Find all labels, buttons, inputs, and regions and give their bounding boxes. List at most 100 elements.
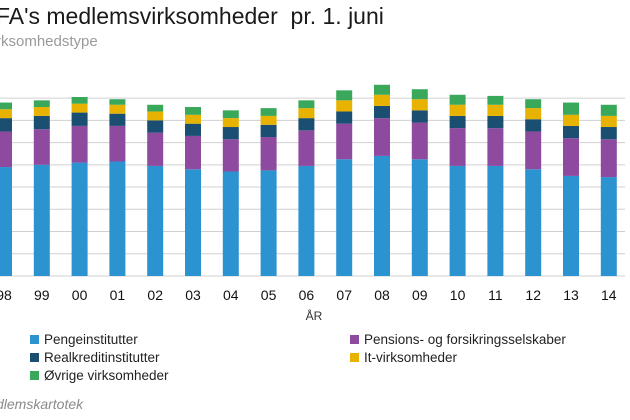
bar-segment-11-4	[487, 95, 504, 105]
bar-segment-11-1	[487, 128, 504, 166]
bar-segment-10-3	[449, 104, 466, 116]
bar-segment-13-4	[563, 102, 579, 115]
bar-segment-03-0	[185, 169, 201, 276]
bar-segment-08-1	[374, 118, 390, 156]
bar-segment-08-4	[374, 84, 390, 95]
source-note: dlemskartotek	[0, 396, 84, 412]
chart-title: FA's medlemsvirksomheder pr. 1. juni	[0, 3, 384, 29]
bar-segment-10-4	[449, 94, 466, 105]
x-tick-label: 06	[299, 287, 315, 303]
bar-segment-06-1	[298, 130, 315, 166]
x-tick-label: 14	[601, 287, 617, 303]
bar-segment-01-3	[109, 104, 126, 114]
stacked-bar-chart: 98 99 00 01 02 03 04 05 06 07 08 09 10 11 12 13 14 ÅR	[0, 84, 625, 323]
chart-subtitle: rksomhedstype	[0, 33, 98, 50]
bar-segment-98-3	[0, 109, 12, 119]
bar-segment-00-2	[71, 112, 88, 126]
x-tick-label: 02	[147, 287, 163, 303]
legend-item-it-virksomheder: It-virksomheder	[350, 350, 457, 366]
bar-segment-07-4	[336, 90, 353, 101]
bar-segment-98-0	[0, 167, 12, 276]
bar-segment-11-3	[487, 104, 504, 116]
legend-item-pensions-og-forsikringsselskaber: Pensions- og forsikringsselskaber	[350, 332, 566, 348]
x-tick-label: 01	[110, 287, 126, 303]
bar-segment-10-1	[449, 128, 466, 166]
bar-segment-05-1	[260, 137, 277, 171]
bar-segment-08-2	[374, 105, 390, 119]
x-tick-label: 00	[72, 287, 88, 303]
bar-segment-10-2	[449, 115, 466, 129]
legend-item-pengeinstitutter: Pengeinstitutter	[30, 332, 138, 348]
bar-segment-12-1	[525, 131, 542, 170]
x-tick-labels: 98 99 00 01 02 03 04 05 06 07 08 09 10 11 12 13 14	[0, 287, 617, 303]
bar-segment-13-3	[563, 114, 579, 126]
bar-segment-02-4	[147, 104, 164, 112]
bar-segment-99-1	[33, 129, 50, 165]
bar-segment-11-0	[487, 165, 504, 276]
bar-segment-12-3	[525, 108, 542, 120]
bar-segment-98-1	[0, 131, 12, 168]
bar-segment-04-0	[222, 171, 239, 276]
bar-segment-07-2	[336, 111, 353, 124]
bar-segment-10-0	[449, 165, 466, 276]
bar-segment-13-0	[563, 175, 579, 276]
bar-segment-01-1	[109, 125, 126, 162]
bars	[0, 84, 617, 276]
x-tick-label: 13	[563, 287, 579, 303]
bar-segment-05-4	[260, 108, 277, 116]
x-tick-label: 04	[223, 287, 239, 303]
x-tick-label: 09	[412, 287, 428, 303]
legend-label: Pensions- og forsikringsselskaber	[364, 332, 566, 347]
bar-segment-12-0	[525, 169, 542, 276]
legend-swatch	[350, 353, 359, 362]
legend-label: Realkreditinstitutter	[44, 350, 160, 365]
legend-item-ovrige-virksomheder: Øvrige virksomheder	[30, 368, 169, 384]
bar-segment-99-4	[33, 100, 50, 108]
bar-segment-14-4	[600, 104, 617, 116]
bar-segment-00-3	[71, 103, 88, 113]
bar-segment-99-2	[33, 115, 50, 130]
legend-label: Pengeinstitutter	[44, 332, 138, 347]
legend-swatch	[30, 371, 39, 380]
bar-segment-01-4	[109, 99, 126, 105]
bar-segment-13-2	[563, 125, 579, 139]
bar-segment-05-0	[260, 170, 277, 276]
bar-segment-01-2	[109, 113, 126, 126]
bar-segment-12-4	[525, 99, 542, 109]
bar-segment-99-0	[33, 164, 50, 276]
bar-segment-00-4	[71, 97, 88, 104]
bar-segment-00-1	[71, 125, 88, 163]
bar-segment-99-3	[33, 107, 50, 116]
x-tick-label: 12	[525, 287, 541, 303]
legend-label: Øvrige virksomheder	[44, 368, 169, 383]
bar-segment-06-2	[298, 118, 315, 131]
bar-segment-06-3	[298, 108, 315, 119]
legend-label: It-virksomheder	[364, 350, 458, 365]
bar-segment-09-0	[411, 159, 428, 276]
legend-swatch	[30, 353, 39, 362]
bar-segment-04-2	[222, 127, 239, 140]
x-tick-label: 08	[374, 287, 390, 303]
bar-segment-03-4	[185, 107, 201, 115]
bar-segment-14-0	[600, 177, 617, 276]
bar-segment-98-2	[0, 118, 12, 132]
bar-segment-02-2	[147, 120, 164, 133]
bar-segment-04-3	[222, 118, 239, 128]
bar-segment-09-3	[411, 99, 428, 111]
legend: Pengeinstitutter Pensions- og forsikring…	[0, 332, 630, 392]
bar-segment-02-3	[147, 111, 164, 121]
bar-segment-04-4	[222, 110, 239, 119]
x-tick-label: 98	[0, 287, 12, 303]
bar-segment-08-3	[374, 94, 390, 106]
bar-segment-00-0	[71, 162, 88, 276]
bar-segment-07-1	[336, 123, 353, 160]
x-tick-label: 10	[450, 287, 466, 303]
bar-segment-07-3	[336, 100, 353, 112]
x-tick-label: 11	[488, 287, 503, 303]
bar-segment-06-4	[298, 100, 315, 109]
bar-segment-03-1	[185, 135, 201, 170]
bar-segment-02-0	[147, 165, 164, 276]
bar-segment-08-0	[374, 155, 390, 276]
bar-segment-14-3	[600, 115, 617, 128]
legend-swatch	[350, 335, 359, 344]
